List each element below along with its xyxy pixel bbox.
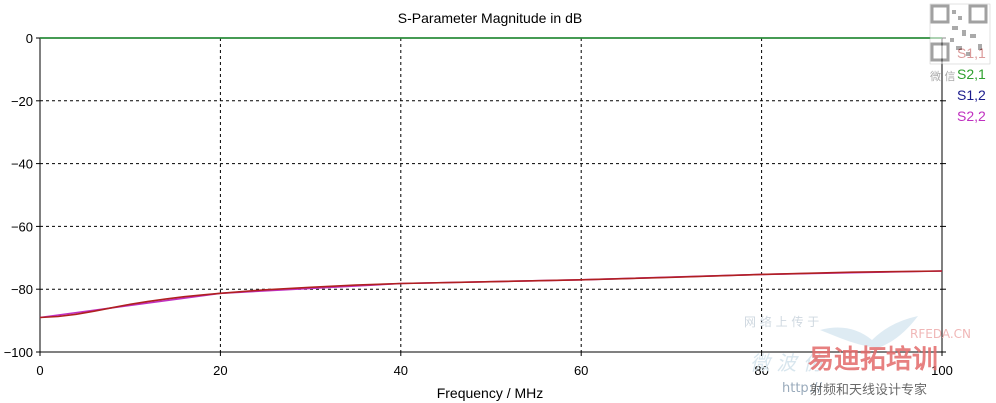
chart-title: S-Parameter Magnitude in dB (398, 10, 582, 26)
legend-entry-s2-1: S2,1 (957, 66, 986, 82)
x-tick-label: 0 (36, 363, 43, 378)
series-line-s1-1 (39, 270, 943, 319)
qr-code-watermark (929, 3, 991, 65)
series-group (39, 37, 943, 319)
url-watermark: http:// (782, 381, 822, 396)
legend-entry-s2-2: S2,2 (957, 108, 986, 124)
wechat-watermark: 微 信 (930, 69, 956, 83)
x-tick-label: 100 (931, 363, 953, 378)
legend: S1,1S2,1S1,2S2,2 (957, 45, 986, 124)
y-tick-label: −100 (4, 345, 33, 360)
grid (40, 38, 942, 352)
legend-entry-s1-2: S1,2 (957, 87, 986, 103)
brand-cn-watermark: 易迪拓培训 (808, 345, 938, 375)
plot-area-border (39, 37, 943, 353)
ticks: 0 20 40 60 80 100 0 −20 −40 −60 −80 −100 (4, 31, 953, 378)
x-tick-label: 60 (574, 363, 588, 378)
x-tick-label: 40 (394, 363, 408, 378)
y-tick-label: 0 (26, 31, 33, 46)
series-line-s2-2 (39, 270, 943, 319)
slogan-watermark: 射频和天线设计专家 (810, 382, 927, 398)
site-small-watermark: RFEDA.CN (910, 327, 971, 341)
x-axis-label: Frequency / MHz (437, 385, 544, 401)
x-tick-label: 80 (754, 363, 768, 378)
y-tick-label: −60 (11, 219, 33, 234)
y-tick-label: −20 (11, 94, 33, 109)
y-tick-label: −40 (11, 157, 33, 172)
x-tick-label: 20 (213, 363, 227, 378)
bird-logo-icon (820, 316, 918, 348)
faded-watermark-mid: 微 波 仿 (750, 351, 826, 375)
brand-watermark: 网 络 上 传 于 微 波 仿 RFEDA.CN 易迪拓培训 http:// 射… (744, 314, 971, 398)
y-tick-label: −80 (11, 282, 33, 297)
faded-watermark-top: 网 络 上 传 于 (744, 314, 819, 329)
